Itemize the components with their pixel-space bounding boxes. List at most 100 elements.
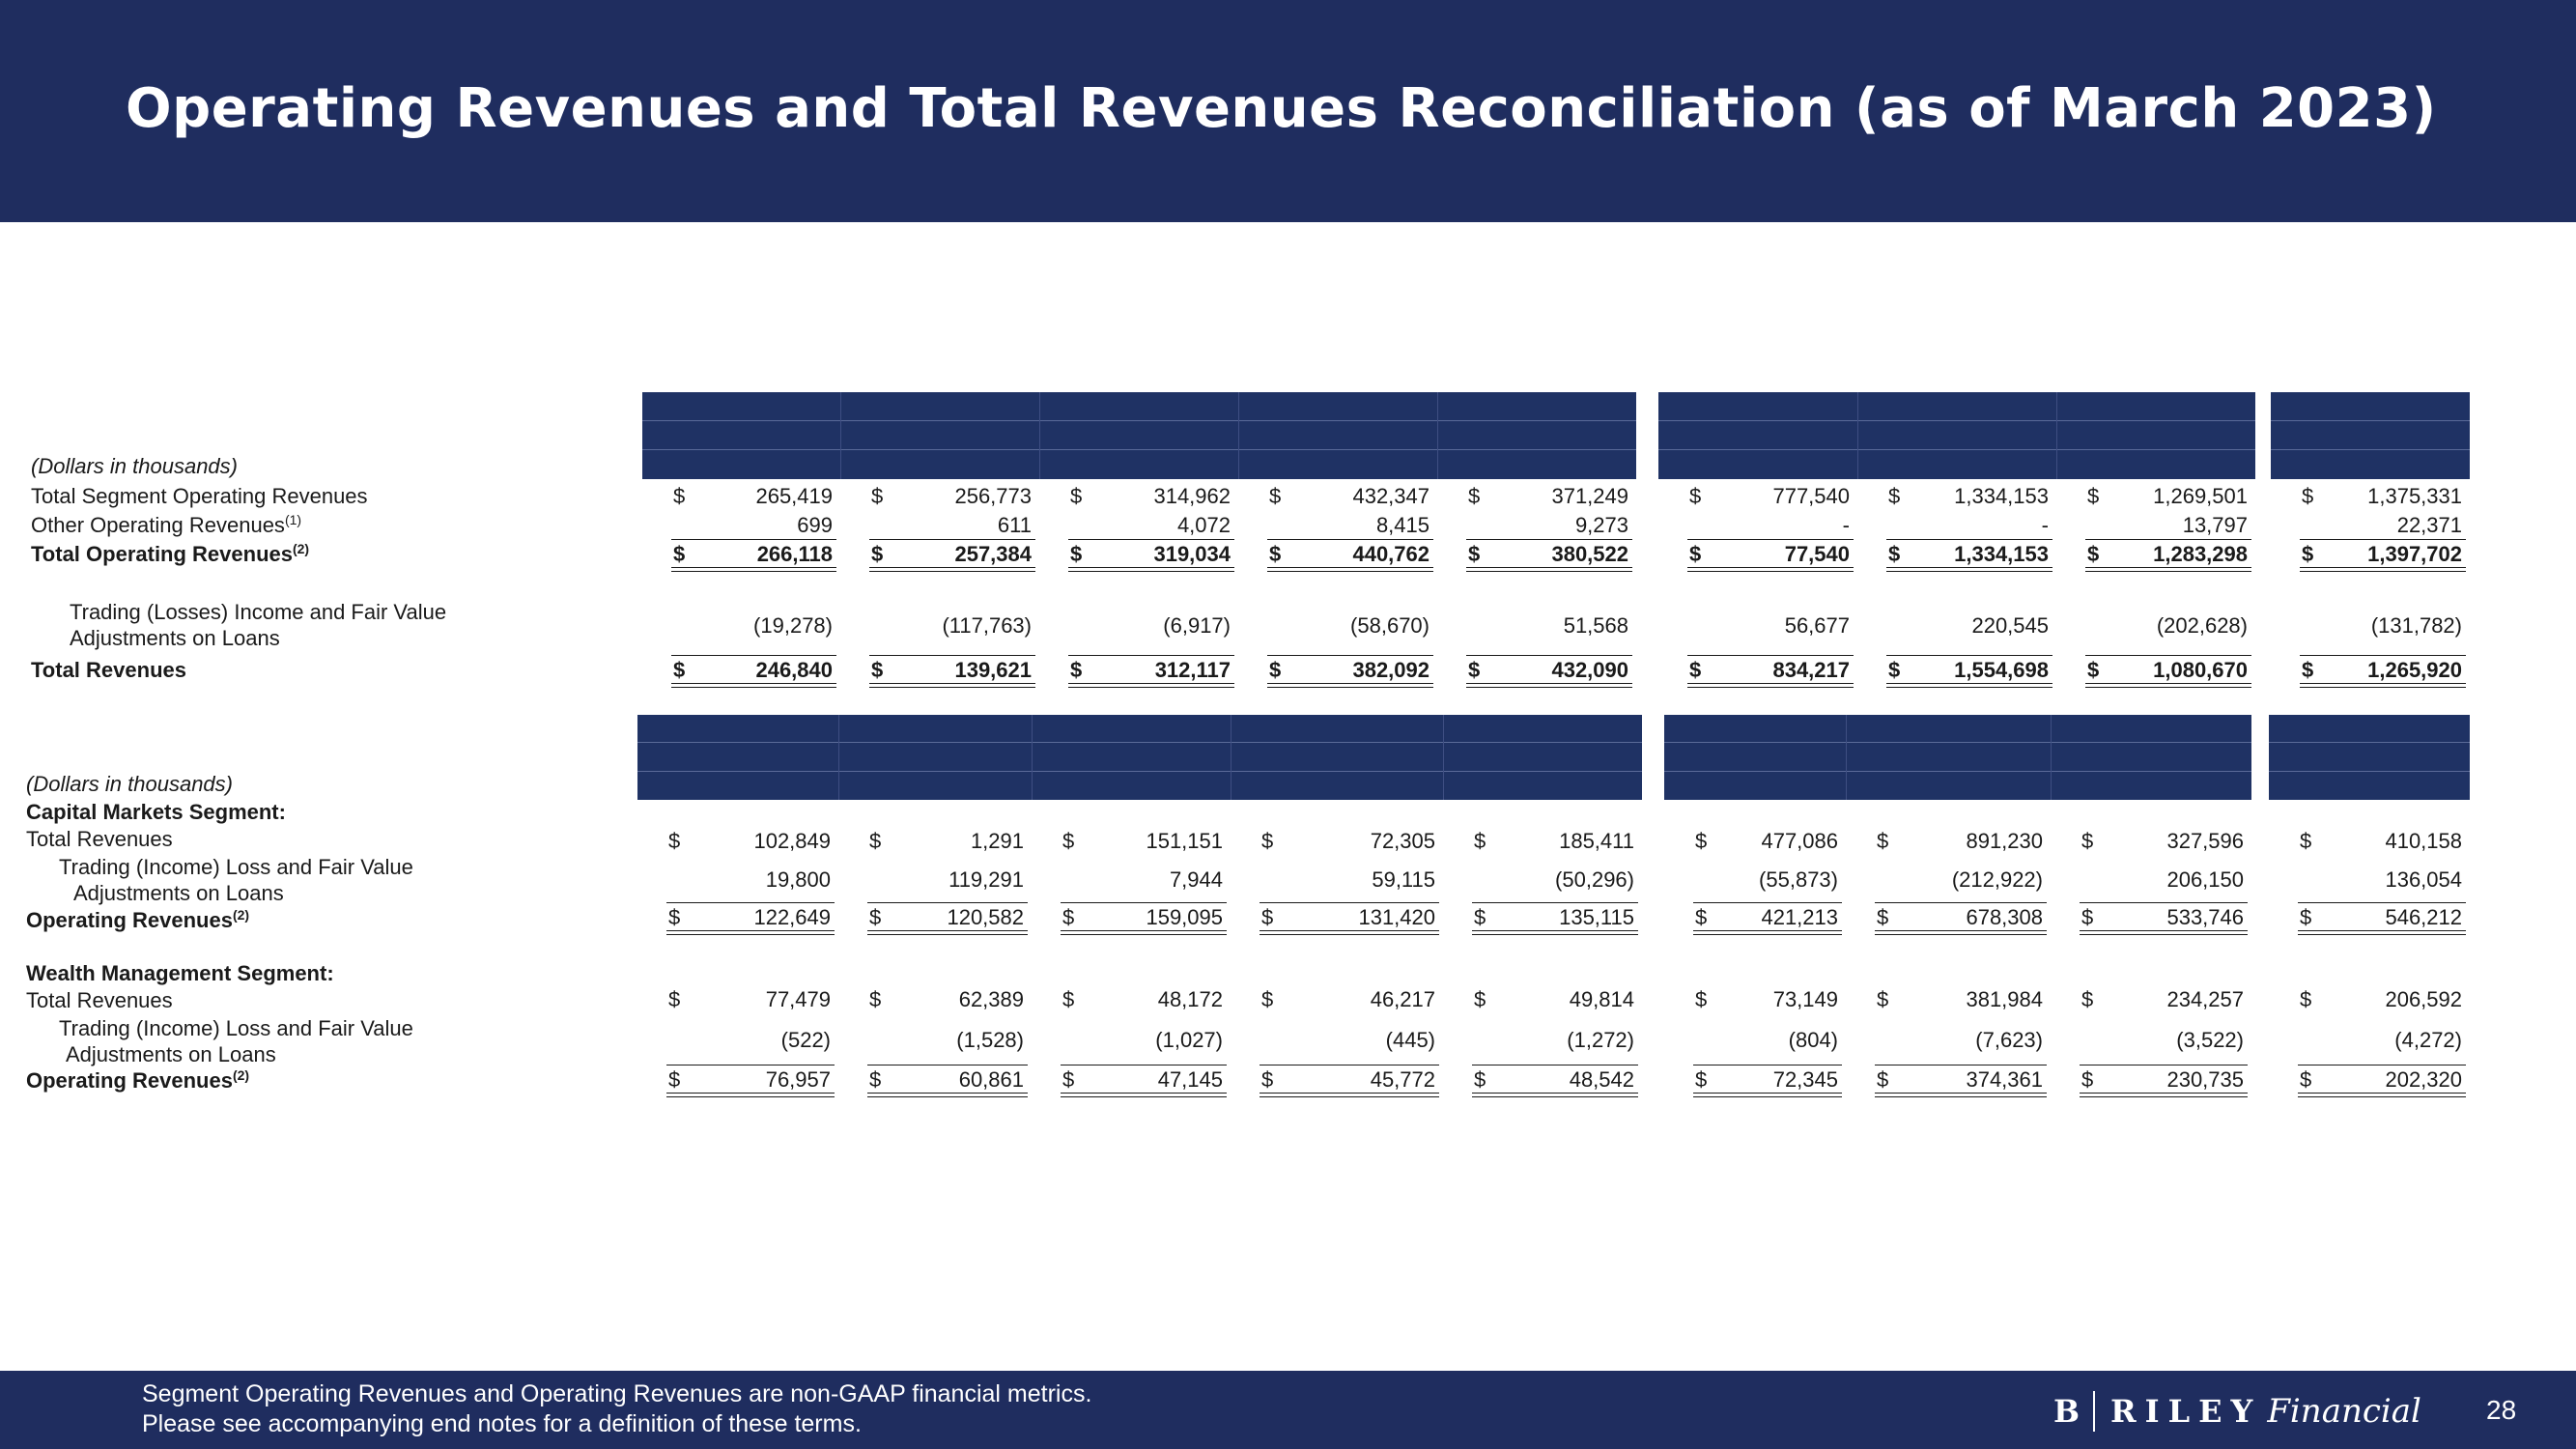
t2-dollar-sign: $ bbox=[668, 987, 681, 1011]
t2-dollar-sign: $ bbox=[1474, 987, 1486, 1011]
t2-cell: 72,345 bbox=[1772, 1067, 1838, 1092]
t2-cell: 131,420 bbox=[1358, 905, 1435, 929]
footnote-marker: (1) bbox=[284, 512, 302, 527]
t2-subtotal-rule bbox=[1472, 902, 1638, 903]
t1-subtotal-rule bbox=[1466, 655, 1632, 656]
t2-dollar-sign: $ bbox=[2081, 829, 2094, 853]
t2-dollar-sign: $ bbox=[1695, 987, 1708, 1011]
t1-dollar-sign: $ bbox=[1269, 542, 1282, 566]
t1-cell: 440,762 bbox=[1352, 542, 1430, 566]
t2-dollar-sign: $ bbox=[2300, 905, 2312, 929]
t1-dollar-sign: $ bbox=[1070, 542, 1083, 566]
t1-total-rule bbox=[1687, 567, 1854, 572]
t1-total-rule bbox=[1267, 683, 1433, 688]
t1-row-label-cont: Adjustments on Loans bbox=[70, 626, 280, 650]
t1-cell: 319,034 bbox=[1153, 542, 1231, 566]
t2-dollar-sign: $ bbox=[668, 829, 681, 853]
footnote: Segment Operating Revenues and Operating… bbox=[142, 1379, 1091, 1439]
t2-dollar-sign: $ bbox=[1877, 905, 1889, 929]
t2-total-rule bbox=[2298, 930, 2466, 935]
t1-cell: 9,273 bbox=[1574, 513, 1628, 537]
t2-dollar-sign: $ bbox=[1877, 987, 1889, 1011]
t2-header-rule bbox=[637, 771, 1642, 772]
t2-total-rule bbox=[1260, 1093, 1439, 1097]
logo-financial: Financial bbox=[2267, 1392, 2421, 1431]
t1-total-rule bbox=[1886, 567, 2052, 572]
capital-markets-heading: Capital Markets Segment: bbox=[26, 800, 286, 824]
t2-header-separator bbox=[1032, 715, 1033, 800]
t1-dollar-sign: $ bbox=[2302, 484, 2314, 508]
t1-cell: (58,670) bbox=[1350, 613, 1430, 638]
t1-dollar-sign: $ bbox=[1689, 484, 1702, 508]
t1-cell: 51,568 bbox=[1563, 613, 1628, 638]
t1-total-rule bbox=[1466, 567, 1632, 572]
t1-subtotal-rule bbox=[2085, 539, 2251, 540]
t2-cell: (50,296) bbox=[1555, 867, 1634, 892]
t1-subtotal-rule bbox=[671, 655, 836, 656]
t2-header-rule bbox=[637, 742, 1642, 743]
t2-dollar-sign: $ bbox=[869, 905, 882, 929]
t1-subtotal-rule bbox=[1267, 539, 1433, 540]
t2-dollar-sign: $ bbox=[1062, 1067, 1075, 1092]
t2-row-label: Operating Revenues(2) bbox=[26, 907, 249, 933]
t1-total-rule bbox=[671, 683, 836, 688]
t2-dollar-sign: $ bbox=[1474, 1067, 1486, 1092]
t1-row-label: Total Revenues bbox=[31, 657, 186, 683]
t2-dollar-sign: $ bbox=[1062, 987, 1075, 1011]
page-number: 28 bbox=[2486, 1395, 2517, 1425]
t2-row-label-text: Operating Revenues bbox=[26, 1068, 233, 1093]
t1-total-rule bbox=[869, 683, 1035, 688]
t1-header-rule bbox=[642, 420, 1636, 421]
t1-row-label: Trading (Losses) Income and Fair Value bbox=[70, 600, 447, 624]
t1-cell: (6,917) bbox=[1163, 613, 1231, 638]
t1-dollar-sign: $ bbox=[1888, 484, 1901, 508]
t1-dollar-sign: $ bbox=[871, 542, 884, 566]
t2-header-separator bbox=[838, 715, 839, 800]
t2-cell: 1,291 bbox=[970, 829, 1024, 853]
t2-cell: (1,272) bbox=[1567, 1028, 1634, 1052]
t2-total-rule bbox=[867, 1093, 1028, 1097]
t1-cell: 314,962 bbox=[1153, 484, 1231, 508]
t2-cell: 119,291 bbox=[948, 867, 1024, 892]
t2-cell: 76,957 bbox=[765, 1067, 831, 1092]
t1-cell: 256,773 bbox=[954, 484, 1032, 508]
t2-cell: 48,172 bbox=[1157, 987, 1223, 1011]
t2-total-rule bbox=[1693, 1093, 1842, 1097]
t1-cell: 371,249 bbox=[1551, 484, 1628, 508]
t1-cell: 611 bbox=[997, 513, 1032, 537]
t1-dollar-sign: $ bbox=[871, 658, 884, 682]
t1-subtotal-rule bbox=[1267, 655, 1433, 656]
t1-cell: - bbox=[2041, 513, 2049, 537]
t2-subtotal-rule bbox=[666, 902, 835, 903]
t2-cell: (7,623) bbox=[1975, 1028, 2043, 1052]
t2-cell: 7,944 bbox=[1169, 867, 1223, 892]
t1-cell: 432,347 bbox=[1352, 484, 1430, 508]
t1-dollar-sign: $ bbox=[871, 484, 884, 508]
t2-cell: (1,528) bbox=[956, 1028, 1024, 1052]
t2-cell: 327,596 bbox=[2166, 829, 2244, 853]
t1-header-block-3 bbox=[2271, 392, 2470, 479]
t2-total-rule bbox=[2080, 1093, 2248, 1097]
t2-cell: 77,479 bbox=[765, 987, 831, 1011]
t1-subtotal-rule bbox=[1886, 539, 2052, 540]
t1-cell: 139,621 bbox=[954, 658, 1032, 682]
t1-header-separator bbox=[1437, 392, 1438, 479]
t2-subtotal-rule bbox=[867, 902, 1028, 903]
t1-total-rule bbox=[1687, 683, 1854, 688]
t1-cell: 1,269,501 bbox=[2153, 484, 2248, 508]
t1-subtotal-rule bbox=[1886, 655, 2052, 656]
t2-header-block-1 bbox=[637, 715, 1642, 800]
t1-cell: 1,265,920 bbox=[2367, 658, 2462, 682]
t2-cell: 202,320 bbox=[2385, 1067, 2462, 1092]
t2-header-block-2 bbox=[1664, 715, 2251, 800]
t2-total-rule bbox=[1061, 930, 1227, 935]
t1-cell: 382,092 bbox=[1352, 658, 1430, 682]
t2-cell: 374,361 bbox=[1966, 1067, 2043, 1092]
footer-bar bbox=[0, 1371, 2576, 1449]
t2-total-rule bbox=[2080, 930, 2248, 935]
t2-cell: (445) bbox=[1385, 1028, 1435, 1052]
t1-dollar-sign: $ bbox=[673, 658, 686, 682]
t1-dollar-sign: $ bbox=[1468, 658, 1481, 682]
t1-subtotal-rule bbox=[671, 539, 836, 540]
t1-header-separator bbox=[1238, 392, 1239, 479]
